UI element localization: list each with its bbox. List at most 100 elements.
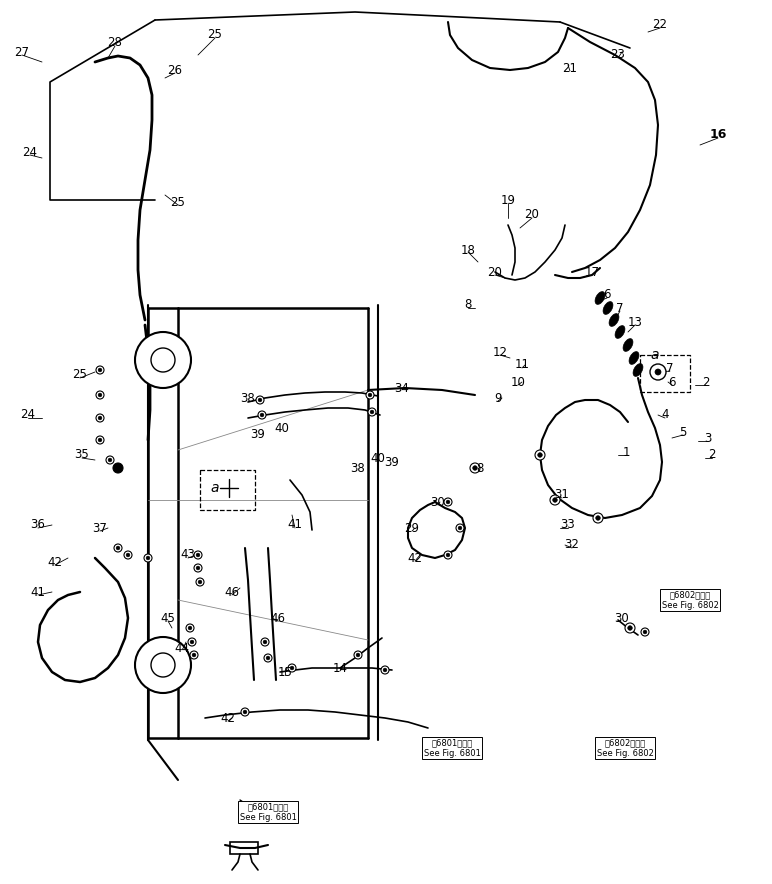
Circle shape — [98, 438, 102, 442]
Text: 42: 42 — [408, 552, 422, 565]
Circle shape — [194, 551, 202, 559]
Circle shape — [446, 500, 450, 504]
Text: 24: 24 — [21, 408, 36, 422]
Circle shape — [114, 544, 122, 552]
Circle shape — [190, 640, 194, 644]
Text: 第6802图参照
See Fig. 6802: 第6802图参照 See Fig. 6802 — [597, 738, 653, 758]
Text: 41: 41 — [31, 585, 46, 598]
Text: 36: 36 — [31, 519, 46, 531]
Circle shape — [444, 551, 452, 559]
Circle shape — [538, 453, 542, 457]
Text: 8: 8 — [476, 461, 484, 475]
Text: 46: 46 — [225, 585, 239, 598]
Text: 28: 28 — [107, 35, 123, 49]
Circle shape — [106, 456, 114, 464]
Text: 44: 44 — [174, 642, 189, 654]
Circle shape — [190, 651, 198, 659]
Circle shape — [196, 553, 200, 557]
Circle shape — [356, 653, 360, 657]
Circle shape — [456, 524, 464, 532]
Text: 45: 45 — [161, 612, 175, 624]
Circle shape — [258, 411, 266, 419]
Text: 25: 25 — [73, 369, 87, 382]
Circle shape — [96, 366, 104, 374]
Text: 38: 38 — [241, 392, 256, 405]
Ellipse shape — [633, 363, 643, 377]
Text: 10: 10 — [510, 376, 526, 388]
Text: 30: 30 — [431, 496, 445, 508]
Circle shape — [96, 391, 104, 399]
Circle shape — [261, 638, 269, 646]
Circle shape — [366, 391, 374, 399]
Text: 46: 46 — [270, 612, 286, 624]
Circle shape — [113, 463, 123, 473]
Ellipse shape — [623, 339, 633, 351]
Circle shape — [144, 554, 152, 562]
Text: 14: 14 — [333, 661, 347, 674]
Circle shape — [146, 556, 150, 560]
Circle shape — [117, 546, 120, 550]
Circle shape — [535, 450, 545, 460]
Text: 21: 21 — [563, 62, 577, 74]
Bar — [230, 842, 258, 854]
Circle shape — [196, 578, 204, 586]
Circle shape — [368, 393, 372, 397]
Circle shape — [354, 651, 362, 659]
Text: 30: 30 — [615, 612, 629, 624]
Circle shape — [188, 626, 191, 629]
Text: 42: 42 — [48, 555, 63, 568]
Circle shape — [256, 396, 264, 404]
Circle shape — [381, 666, 389, 674]
Text: 33: 33 — [560, 519, 575, 531]
Circle shape — [643, 630, 647, 634]
Circle shape — [470, 463, 480, 473]
Text: 27: 27 — [15, 45, 29, 58]
Circle shape — [472, 466, 477, 470]
Text: 42: 42 — [221, 712, 235, 725]
Circle shape — [194, 564, 202, 572]
Text: 39: 39 — [384, 455, 399, 469]
Circle shape — [151, 653, 175, 677]
Text: 37: 37 — [93, 522, 107, 535]
Circle shape — [126, 553, 130, 557]
Circle shape — [260, 413, 264, 416]
Circle shape — [625, 623, 635, 633]
Text: 6: 6 — [669, 376, 676, 388]
Text: 20: 20 — [524, 209, 540, 222]
Text: 2: 2 — [708, 448, 716, 461]
Text: 第6801图参照
See Fig. 6801: 第6801图参照 See Fig. 6801 — [239, 803, 296, 822]
Circle shape — [368, 408, 376, 416]
Text: 22: 22 — [652, 19, 668, 32]
Circle shape — [288, 664, 296, 672]
Circle shape — [196, 566, 200, 570]
Text: 32: 32 — [564, 538, 580, 552]
Ellipse shape — [609, 314, 619, 326]
Circle shape — [553, 498, 557, 502]
Circle shape — [655, 369, 661, 375]
Circle shape — [98, 416, 102, 420]
Text: 31: 31 — [554, 489, 570, 501]
Circle shape — [444, 498, 452, 506]
Text: 18: 18 — [461, 243, 476, 256]
Circle shape — [290, 667, 294, 670]
Text: 9: 9 — [494, 392, 502, 405]
Text: 17: 17 — [584, 265, 600, 278]
Text: 7: 7 — [666, 362, 674, 375]
Text: 5: 5 — [679, 425, 686, 438]
Text: 39: 39 — [251, 429, 266, 441]
Text: 25: 25 — [208, 28, 222, 42]
Circle shape — [446, 553, 450, 557]
Circle shape — [96, 436, 104, 444]
Text: 41: 41 — [287, 519, 303, 531]
Text: 43: 43 — [181, 548, 195, 561]
Text: 12: 12 — [493, 346, 507, 359]
Text: 8: 8 — [464, 299, 472, 311]
Circle shape — [383, 668, 387, 672]
Circle shape — [135, 332, 191, 388]
Circle shape — [628, 626, 632, 630]
Circle shape — [124, 551, 132, 559]
Ellipse shape — [603, 301, 613, 315]
Text: 20: 20 — [488, 265, 503, 278]
Circle shape — [258, 398, 262, 402]
Circle shape — [108, 458, 112, 461]
